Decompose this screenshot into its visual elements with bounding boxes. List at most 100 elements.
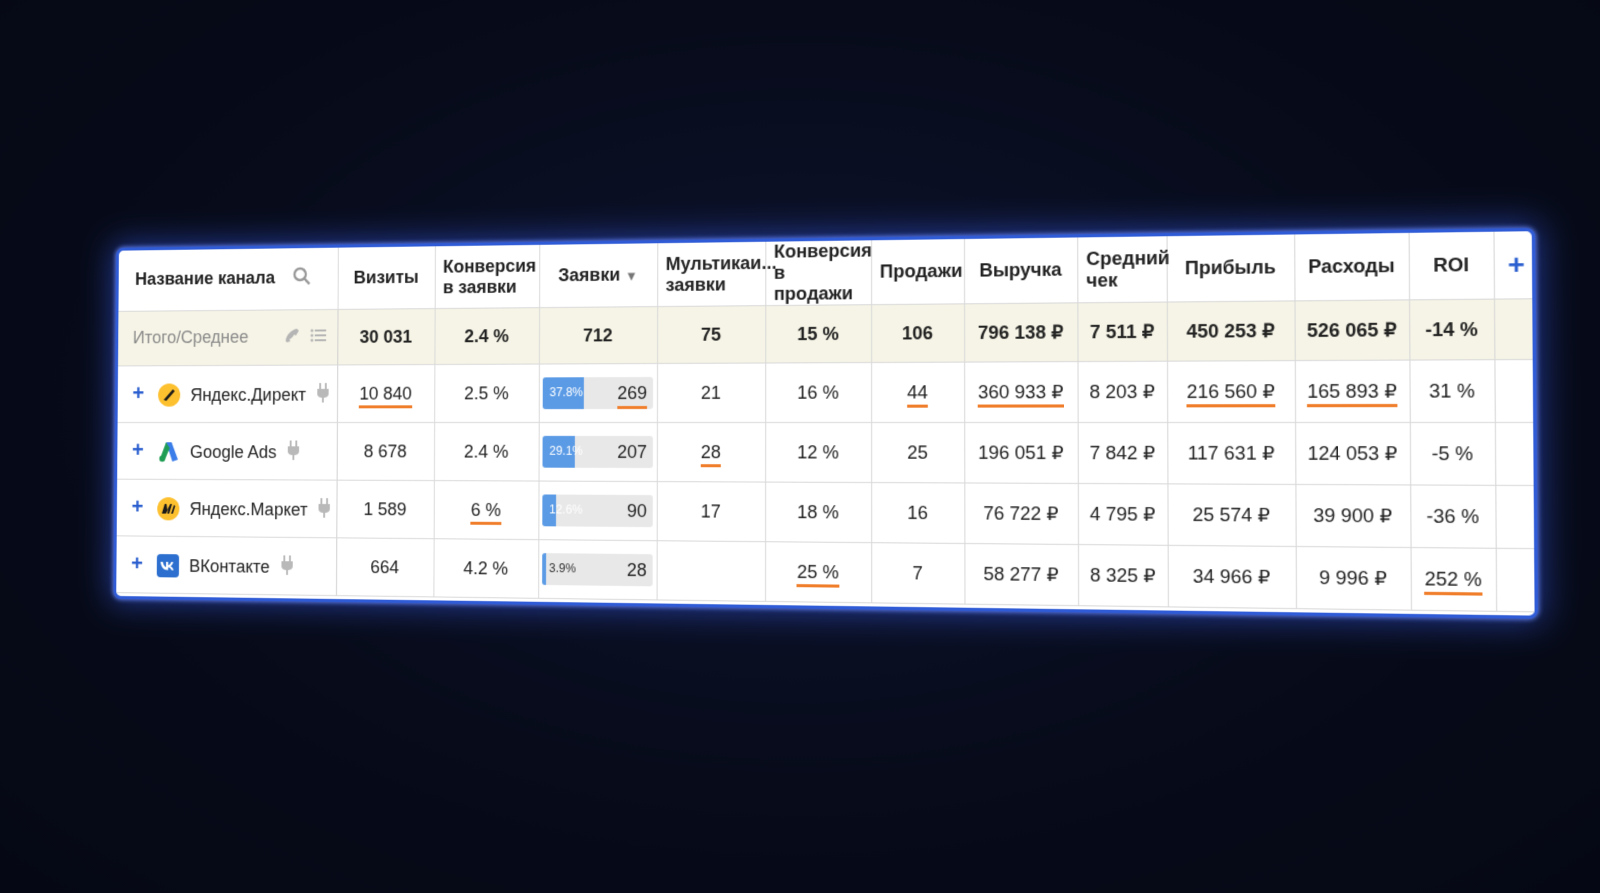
sort-desc-icon[interactable]: ▼	[625, 268, 638, 283]
sales-cell: 7	[871, 543, 964, 604]
total-label-cell: Итого/Среднее	[118, 309, 338, 366]
channel-cell: + Яндекс.Директ	[118, 365, 338, 423]
leads-count: 207	[617, 442, 647, 463]
leads-cell[interactable]: 12.6% 90	[538, 481, 656, 541]
channel-name[interactable]: Яндекс.Директ	[190, 385, 306, 405]
sales-cell[interactable]: 44	[871, 362, 964, 422]
leads-share-label: 37.8%	[550, 385, 583, 399]
header-conv-sales[interactable]: Конверсия в продажи	[765, 240, 871, 305]
table-row[interactable]: + Google Ads 8 678 2.4 % 29.1% 207 28 12	[117, 422, 1538, 485]
channel-cell: + Google Ads	[117, 423, 337, 481]
header-conv-leads[interactable]: Конверсия в заявки	[435, 245, 540, 309]
conv-leads-cell: 2.5 %	[434, 364, 539, 422]
roi-cell: -5 %	[1410, 422, 1495, 485]
plug-icon[interactable]	[287, 440, 300, 464]
header-leads[interactable]: Заявки ▼	[539, 243, 657, 307]
plug-icon[interactable]	[280, 555, 293, 580]
conv-leads-cell: 2.4 %	[434, 423, 539, 482]
leads-share-bar: 12.6% 90	[542, 494, 653, 527]
table-row[interactable]: + Яндекс.Директ 10 840 2.5 % 37.8% 269 2…	[118, 359, 1538, 422]
leads-cell[interactable]: 37.8% 269	[539, 364, 657, 423]
total-sales: 106	[871, 304, 964, 363]
leads-cell[interactable]: 29.1% 207	[539, 422, 657, 481]
avg-check-cell: 8 203 ₽	[1077, 361, 1167, 422]
conv-sales-cell: 16 %	[765, 363, 871, 423]
leads-count: 28	[627, 560, 647, 581]
avg-check-cell: 4 795 ₽	[1078, 483, 1168, 545]
header-visits[interactable]: Визиты	[338, 246, 435, 309]
revenue-cell: 76 722 ₽	[964, 483, 1078, 545]
table-header: Название канала Визиты Конверсия в заявк…	[118, 231, 1538, 311]
plug-icon[interactable]	[316, 383, 329, 407]
profit-cell: 34 966 ₽	[1168, 545, 1296, 608]
leads-cell[interactable]: 3.9% 28	[538, 540, 657, 600]
avg-check-cell: 7 842 ₽	[1078, 422, 1168, 483]
multi-cell: 21	[657, 363, 765, 422]
channels-report-table-panel: Название канала Визиты Конверсия в заявк…	[113, 228, 1538, 619]
header-profit[interactable]: Прибыль	[1167, 234, 1295, 302]
leads-share-fill	[542, 553, 546, 585]
expand-row-button[interactable]: +	[132, 438, 144, 462]
visits-cell: 664	[336, 538, 434, 597]
header-costs[interactable]: Расходы	[1294, 233, 1409, 301]
visits-cell[interactable]: 10 840	[337, 365, 434, 423]
header-multichannel-leads[interactable]: Мультикаи... заявки	[657, 242, 765, 307]
phone-icon[interactable]	[284, 326, 301, 348]
roi-cell: 31 %	[1409, 360, 1494, 423]
channel-name[interactable]: Google Ads	[190, 442, 277, 462]
total-costs: 526 065 ₽	[1294, 300, 1409, 361]
revenue-cell[interactable]: 360 933 ₽	[964, 362, 1078, 423]
header-avg-check[interactable]: Средний чек	[1077, 236, 1167, 303]
google-ads-icon	[157, 441, 179, 464]
costs-cell: 39 900 ₽	[1295, 484, 1410, 547]
channel-cell: + Яндекс.Маркет	[117, 479, 337, 538]
plug-icon[interactable]	[318, 498, 331, 523]
table-row[interactable]: + ВКонтакте 664 4.2 % 3.9% 28 25 %	[116, 536, 1538, 612]
header-revenue[interactable]: Выручка	[964, 237, 1077, 303]
total-profit: 450 253 ₽	[1167, 301, 1295, 361]
revenue-cell: 58 277 ₽	[964, 543, 1078, 605]
channel-cell: + ВКонтакте	[116, 536, 336, 596]
profit-cell[interactable]: 216 560 ₽	[1167, 361, 1295, 423]
sales-cell: 25	[871, 422, 964, 482]
profit-cell: 25 574 ₽	[1167, 484, 1295, 547]
leads-share-label: 29.1%	[549, 444, 582, 458]
header-roi[interactable]: ROI	[1409, 232, 1494, 300]
expand-row-button[interactable]: +	[132, 381, 144, 405]
header-sales[interactable]: Продажи	[871, 239, 964, 305]
leads-share-bar: 29.1% 207	[542, 436, 652, 468]
yandex-market-icon	[157, 498, 179, 521]
conv-leads-cell[interactable]: 6 %	[434, 481, 539, 540]
total-conv-leads: 2.4 %	[434, 308, 539, 365]
conv-sales-cell[interactable]: 25 %	[765, 542, 871, 603]
costs-cell[interactable]: 165 893 ₽	[1295, 360, 1410, 422]
conv-sales-cell: 12 %	[765, 422, 871, 482]
roi-cell: -36 %	[1410, 485, 1496, 548]
multi-cell[interactable]: 28	[657, 422, 765, 482]
multi-cell	[657, 541, 766, 602]
costs-cell: 9 996 ₽	[1296, 546, 1411, 610]
revenue-cell: 196 051 ₽	[964, 422, 1078, 483]
roi-cell[interactable]: 252 %	[1411, 548, 1497, 612]
header-channel-name[interactable]: Название канала	[118, 248, 337, 312]
channel-name[interactable]: Яндекс.Маркет	[189, 499, 307, 519]
vk-icon	[157, 554, 179, 577]
leads-share-label: 12.6%	[549, 502, 582, 516]
expand-row-button[interactable]: +	[131, 494, 143, 518]
leads-count: 90	[627, 501, 647, 522]
total-leads: 712	[539, 307, 657, 364]
search-icon[interactable]	[293, 266, 312, 290]
expand-row-button[interactable]: +	[131, 551, 143, 575]
multi-cell: 17	[657, 482, 765, 542]
channels-table: Название канала Визиты Конверсия в заявк…	[116, 231, 1538, 612]
add-column-button[interactable]: +	[1493, 231, 1538, 299]
channel-name[interactable]: ВКонтакте	[189, 556, 270, 576]
total-label: Итого/Среднее	[133, 327, 249, 347]
total-multi: 75	[657, 306, 765, 364]
list-icon[interactable]	[310, 326, 327, 348]
total-conv-sales: 15 %	[765, 305, 871, 363]
leads-share-bar: 3.9% 28	[542, 553, 653, 586]
leads-share-bar: 37.8% 269	[543, 377, 653, 409]
yandex-direct-icon	[158, 384, 180, 407]
visits-cell: 8 678	[337, 423, 435, 481]
